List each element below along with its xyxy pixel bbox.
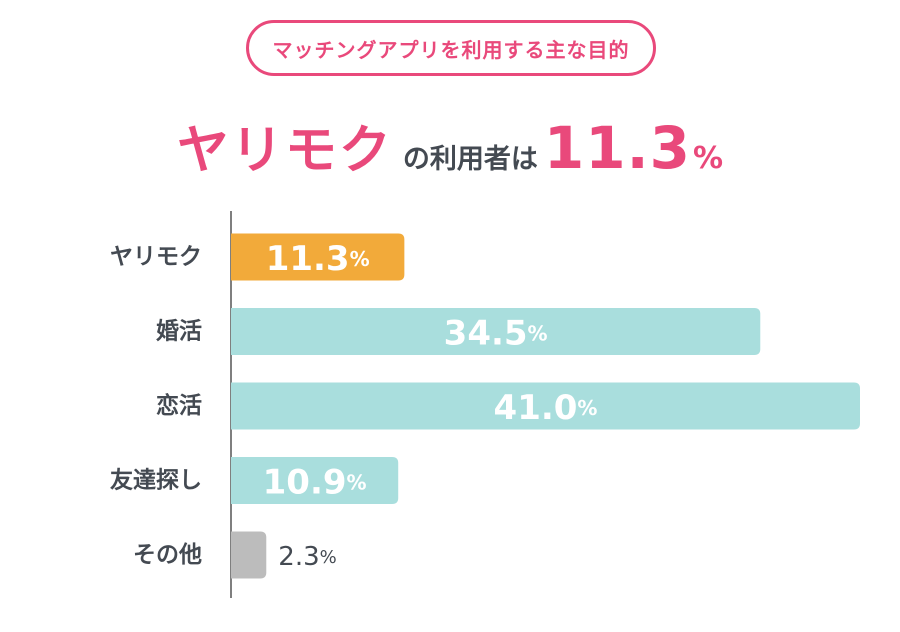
headline-value: 11.3 [543, 114, 692, 182]
value-label-4: 2.3% [278, 542, 336, 572]
pill-text: マッチングアプリを利用する主な目的 [272, 37, 630, 62]
category-label-1: 婚活 [156, 318, 202, 345]
bar-0 [231, 233, 405, 281]
headline: ヤリモク の利用者は 11.3 % [0, 108, 900, 184]
value-label-0: 11.3% [266, 239, 370, 279]
bar-3 [231, 457, 399, 504]
chart-subject-pill: マッチングアプリを利用する主な目的 [246, 20, 656, 76]
value-label-2: 41.0% [494, 388, 598, 428]
headline-unit: % [693, 141, 724, 176]
bar-chart: ヤリモク 11.3% 婚活 34.5% 恋活 41.0% 友達探し 10.9% その他 2.3% [110, 211, 860, 598]
value-label-3: 10.9% [263, 463, 367, 503]
category-label-4: その他 [133, 542, 202, 568]
category-label-3: 友達探し [110, 467, 202, 494]
value-label-1: 34.5% [444, 314, 548, 354]
category-label-0: ヤリモク [110, 244, 202, 270]
bar-1 [231, 308, 761, 355]
bar-2 [231, 382, 860, 430]
category-label-2: 恋活 [156, 392, 202, 419]
bar-4 [231, 531, 267, 579]
headline-part1: ヤリモク [176, 121, 393, 181]
headline-part2: の利用者は [402, 144, 538, 175]
